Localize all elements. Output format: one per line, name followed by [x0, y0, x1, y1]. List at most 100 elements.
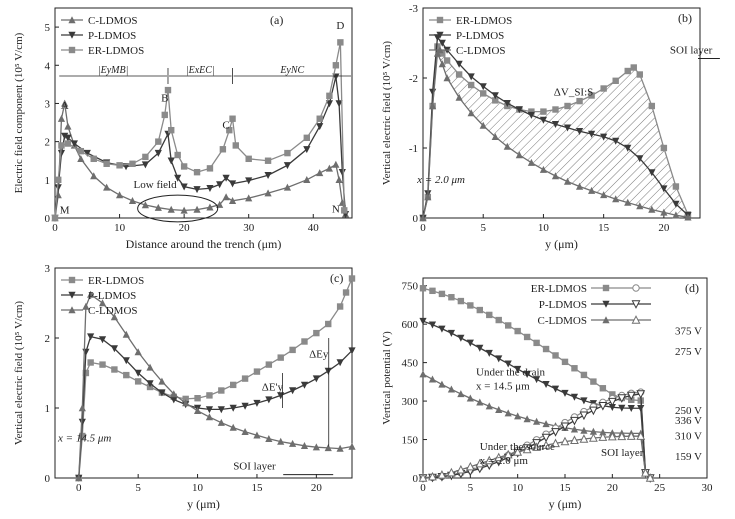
group-label: Under the source — [480, 441, 555, 453]
y-tick-label: 150 — [402, 435, 419, 447]
data-point — [479, 121, 487, 129]
x-tick-label: 30 — [243, 222, 255, 234]
legend-marker — [436, 16, 444, 24]
data-point — [87, 290, 95, 298]
data-point — [467, 73, 475, 81]
data-point — [316, 123, 324, 131]
data-point — [428, 321, 437, 329]
data-point — [336, 359, 344, 367]
data-point — [491, 133, 499, 140]
x-axis-label: y (μm) — [545, 237, 578, 251]
data-point — [264, 157, 272, 164]
data-point — [494, 452, 504, 462]
data-point — [455, 60, 463, 68]
data-point — [485, 349, 493, 357]
data-point — [342, 289, 350, 296]
y-tick-label: 2 — [45, 137, 51, 149]
data-point — [479, 83, 487, 91]
data-point — [348, 442, 356, 450]
y-tick-label: -2 — [409, 73, 418, 85]
data-point — [161, 111, 168, 119]
data-point — [627, 405, 635, 413]
data-point — [636, 202, 644, 210]
data-point — [226, 126, 233, 134]
x-tick-label: 15 — [560, 482, 572, 494]
series-er-ldmos — [51, 39, 348, 222]
point-label: B — [161, 93, 168, 105]
data-point — [158, 377, 166, 385]
data-point — [612, 77, 619, 84]
data-point — [168, 126, 175, 134]
data-point — [122, 357, 130, 365]
data-point — [325, 100, 334, 108]
panel-a: 0 10 20 30 40 0 1 2 3 4 5 Distance around the trenc… — [13, 7, 353, 251]
data-point — [660, 185, 668, 193]
y-tick-label: -1 — [409, 143, 418, 155]
annotation-text: ΔEy — [309, 349, 329, 361]
panel-b: 0 5 10 15 20 0 -1 -2 -3 y (μm) Vertical electric f… — [381, 3, 720, 251]
point-label: N — [332, 203, 340, 215]
data-point — [598, 432, 608, 441]
data-point — [571, 365, 578, 372]
series-line — [78, 335, 353, 479]
data-point — [542, 345, 550, 353]
data-point — [75, 474, 83, 482]
data-point — [277, 354, 284, 361]
data-point — [134, 378, 142, 385]
data-point — [64, 122, 72, 130]
data-point — [570, 435, 579, 445]
x-tick-label: 5 — [480, 222, 486, 234]
panel-label: (c) — [330, 271, 343, 285]
data-point — [429, 287, 436, 295]
data-point — [141, 201, 149, 209]
series-line — [422, 373, 651, 479]
data-point — [64, 140, 72, 147]
data-point — [476, 306, 483, 314]
series-p-ldmos-drain- — [419, 317, 654, 482]
data-point — [193, 205, 201, 213]
data-point — [648, 102, 656, 110]
data-point — [491, 92, 499, 100]
legend-label: C-LDMOS — [88, 15, 138, 27]
data-point — [523, 415, 531, 423]
data-point — [193, 186, 201, 194]
data-point — [588, 130, 596, 138]
data-point — [527, 111, 535, 119]
data-point — [570, 393, 579, 401]
x-tick-label: 15 — [251, 482, 263, 494]
data-point — [533, 376, 541, 384]
data-point — [503, 100, 511, 107]
x-tick-label: 0 — [420, 222, 426, 234]
data-point — [560, 436, 570, 446]
data-point — [636, 71, 643, 78]
legend-label: P-LDMOS — [539, 299, 587, 311]
legend-label: C-LDMOS — [456, 45, 506, 57]
series-er-ldmos-source- — [419, 388, 654, 482]
y-tick-label: 750 — [402, 281, 419, 293]
legend-label: C-LDMOS — [537, 315, 587, 327]
data-point — [180, 206, 188, 214]
series-er-ldmos-drain- — [419, 285, 654, 482]
data-point — [438, 39, 446, 47]
data-point — [528, 108, 535, 115]
legend-marker — [68, 31, 76, 39]
data-point — [241, 375, 249, 382]
group-label: x = 2.0 μm — [480, 455, 529, 467]
data-point — [134, 348, 142, 356]
data-point — [264, 189, 272, 197]
data-point — [241, 428, 249, 435]
data-point — [660, 144, 668, 152]
legend-marker — [68, 306, 76, 314]
data-point — [316, 115, 323, 122]
data-point — [64, 134, 72, 142]
data-point — [624, 198, 632, 206]
data-point — [116, 162, 123, 169]
data-point — [232, 142, 239, 149]
data-point — [447, 329, 455, 337]
data-point — [167, 157, 175, 165]
data-point — [542, 380, 550, 388]
data-point — [265, 435, 273, 442]
data-point — [636, 390, 646, 399]
data-point — [219, 146, 227, 153]
data-point — [439, 50, 446, 57]
